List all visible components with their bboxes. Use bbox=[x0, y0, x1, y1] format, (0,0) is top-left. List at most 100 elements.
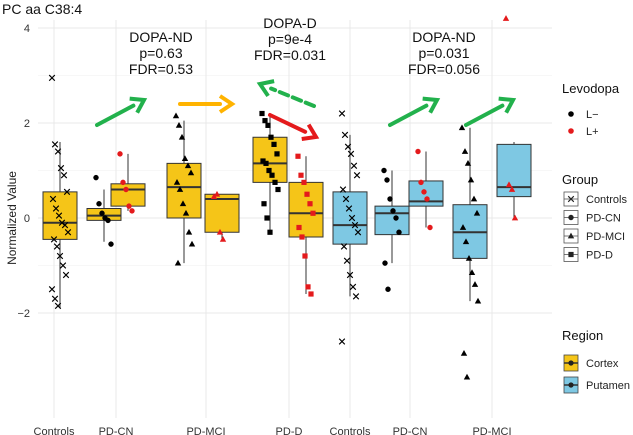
arrow bbox=[178, 94, 236, 114]
legend-title-region: Region bbox=[562, 328, 603, 343]
data-point bbox=[382, 260, 388, 266]
data-point bbox=[188, 240, 196, 247]
arrow-shaft bbox=[268, 113, 308, 134]
data-point bbox=[259, 110, 265, 117]
data-point bbox=[381, 167, 387, 174]
box-body bbox=[42, 191, 78, 240]
box-pd-mci-putamen bbox=[496, 142, 532, 218]
data-point bbox=[342, 195, 350, 203]
x-tick-label: Controls bbox=[34, 426, 75, 435]
data-point bbox=[463, 373, 471, 380]
data-point bbox=[458, 124, 466, 131]
data-point bbox=[502, 15, 510, 21]
legend-label-group: PD-MCI bbox=[586, 231, 625, 243]
data-point bbox=[271, 141, 277, 147]
data-point bbox=[105, 217, 111, 224]
data-points bbox=[48, 15, 519, 380]
data-point bbox=[51, 141, 59, 148]
arrow-head bbox=[498, 96, 517, 114]
data-point bbox=[427, 224, 433, 231]
data-point bbox=[185, 228, 193, 235]
data-point bbox=[96, 201, 102, 207]
data-point bbox=[338, 110, 346, 117]
data-point bbox=[268, 134, 274, 140]
arrow-head bbox=[129, 96, 148, 114]
y-tick-label: 4 bbox=[24, 23, 30, 35]
data-point bbox=[459, 224, 467, 230]
data-point bbox=[60, 172, 68, 179]
data-point bbox=[474, 297, 482, 304]
arrow-head bbox=[256, 79, 275, 98]
data-point bbox=[298, 172, 304, 178]
data-point bbox=[418, 179, 424, 186]
data-point bbox=[568, 251, 574, 258]
annotation-line: DOPA-D bbox=[263, 15, 316, 31]
data-point bbox=[264, 215, 270, 221]
legend-key-levodopa bbox=[568, 128, 574, 134]
arrow-head bbox=[301, 123, 320, 142]
data-point bbox=[260, 158, 266, 164]
arrow bbox=[464, 96, 517, 127]
data-point bbox=[299, 234, 305, 240]
annotation-line: p=9e-4 bbox=[268, 31, 312, 47]
data-point bbox=[50, 236, 58, 243]
data-point bbox=[387, 196, 393, 202]
data-point bbox=[339, 186, 347, 193]
data-point bbox=[350, 162, 358, 169]
data-point bbox=[505, 181, 513, 188]
data-point bbox=[274, 151, 280, 157]
data-point bbox=[473, 209, 481, 216]
data-point bbox=[424, 196, 430, 202]
data-point bbox=[210, 193, 218, 200]
data-point bbox=[261, 201, 267, 207]
annotation-line: p=0.63 bbox=[139, 45, 182, 61]
data-point bbox=[262, 118, 268, 124]
legend-label-region: Putamen bbox=[586, 380, 630, 392]
data-point bbox=[301, 179, 307, 185]
data-point bbox=[126, 203, 132, 209]
data-point bbox=[62, 271, 70, 279]
data-point bbox=[187, 169, 195, 176]
data-point bbox=[460, 349, 468, 356]
data-point bbox=[272, 179, 278, 185]
data-point bbox=[117, 151, 123, 157]
x-axis: Controls PD-CN PD-MCI PD-D Controls PD-CN PD-M… bbox=[34, 426, 512, 435]
box-pd-mci-cortex bbox=[204, 193, 240, 240]
legend-key-levodopa bbox=[568, 111, 574, 117]
data-point bbox=[54, 148, 62, 155]
annotation-line: p=0.031 bbox=[419, 45, 470, 61]
data-point bbox=[467, 176, 475, 183]
data-point bbox=[120, 179, 126, 186]
annotation-line: DOPA-ND bbox=[412, 29, 476, 45]
y-axis-label: Normalized Value bbox=[5, 171, 19, 265]
y-axis: −2 0 2 4 bbox=[17, 23, 30, 320]
data-point bbox=[216, 228, 224, 235]
data-point bbox=[462, 238, 470, 245]
arrow bbox=[95, 96, 148, 127]
data-point bbox=[345, 205, 353, 212]
data-point bbox=[393, 215, 399, 221]
data-point bbox=[269, 172, 275, 178]
data-point bbox=[302, 253, 308, 259]
data-point bbox=[415, 148, 421, 155]
annotation-line: DOPA-ND bbox=[129, 29, 193, 45]
data-point bbox=[511, 214, 519, 221]
data-point bbox=[351, 221, 359, 229]
data-point bbox=[184, 162, 192, 169]
legend-label-levodopa: L+ bbox=[586, 126, 599, 138]
box-controls-putamen bbox=[332, 134, 368, 297]
legend-label-region: Cortex bbox=[586, 358, 619, 370]
arrow-shaft bbox=[464, 103, 505, 127]
data-point bbox=[349, 283, 357, 291]
data-point bbox=[54, 302, 62, 310]
legend-title-group: Group bbox=[562, 172, 598, 187]
data-point bbox=[385, 286, 391, 292]
legend-label-group: Controls bbox=[586, 194, 627, 206]
data-point bbox=[48, 74, 56, 82]
data-point bbox=[99, 210, 105, 216]
data-point bbox=[353, 172, 361, 179]
annotation-line: FDR=0.056 bbox=[408, 61, 480, 77]
data-point bbox=[348, 214, 356, 222]
data-point bbox=[176, 186, 184, 192]
